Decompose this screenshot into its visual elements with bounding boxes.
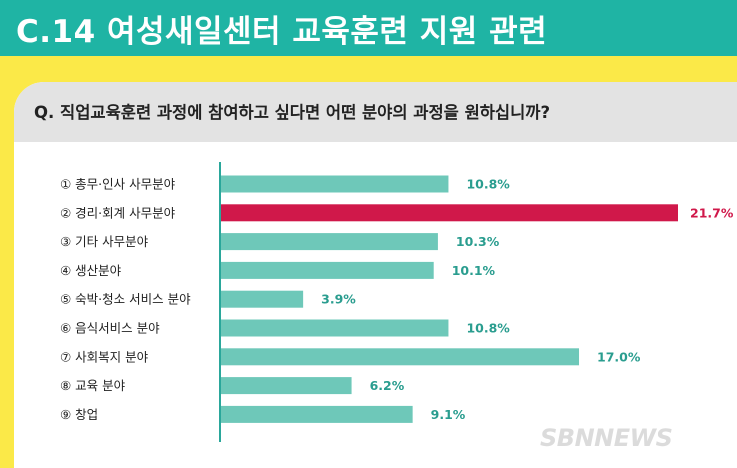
- value-label: 10.3%: [456, 234, 500, 249]
- bar: [221, 290, 304, 308]
- bar: [221, 233, 438, 251]
- value-label: 21.7%: [690, 205, 734, 220]
- category-label: ⑤ 숙박·청소 서비스 분야: [60, 292, 191, 307]
- bar: [221, 175, 449, 193]
- bar: [221, 377, 352, 395]
- value-label: 10.1%: [452, 263, 496, 278]
- value-label: 17.0%: [597, 349, 641, 364]
- question-bar: Q. 직업교육훈련 과정에 참여하고 싶다면 어떤 분야의 과정을 원하십니까?: [14, 82, 737, 142]
- value-label: 9.1%: [431, 407, 466, 422]
- category-label: ① 총무·인사 사무분야: [60, 177, 176, 192]
- value-label: 3.9%: [321, 292, 356, 307]
- question-text: Q. 직업교육훈련 과정에 참여하고 싶다면 어떤 분야의 과정을 원하십니까?: [34, 103, 551, 122]
- value-label: 10.8%: [466, 177, 510, 192]
- value-label: 6.2%: [370, 378, 405, 393]
- bar: [221, 261, 434, 279]
- bar: [221, 405, 413, 423]
- category-label: ⑧ 교육 분야: [60, 378, 126, 393]
- value-label: 10.8%: [466, 321, 510, 336]
- chart-card: Q. 직업교육훈련 과정에 참여하고 싶다면 어떤 분야의 과정을 원하십니까?…: [14, 82, 737, 468]
- category-label: ⑥ 음식서비스 분야: [60, 321, 160, 336]
- category-label: ⑦ 사회복지 분야: [60, 349, 149, 364]
- bar-chart: ① 총무·인사 사무분야 10.8% ② 경리·회계 사무분야 21.7% ③ 기타 사…: [60, 162, 734, 442]
- category-label: ⑨ 창업: [60, 407, 98, 422]
- header-bar: C.14 여성새일센터 교육훈련 지원 관련: [0, 0, 737, 56]
- category-label: ② 경리·회계 사무분야: [60, 205, 176, 220]
- watermark-logo: SBNNEWS: [540, 424, 673, 452]
- bar: [221, 348, 580, 366]
- page-title: C.14 여성새일센터 교육훈련 지원 관련: [16, 14, 548, 50]
- category-label: ③ 기타 사무분야: [60, 234, 149, 249]
- bar: [221, 319, 449, 337]
- category-label: ④ 생산분야: [60, 263, 122, 278]
- bar-highlight: [221, 204, 678, 222]
